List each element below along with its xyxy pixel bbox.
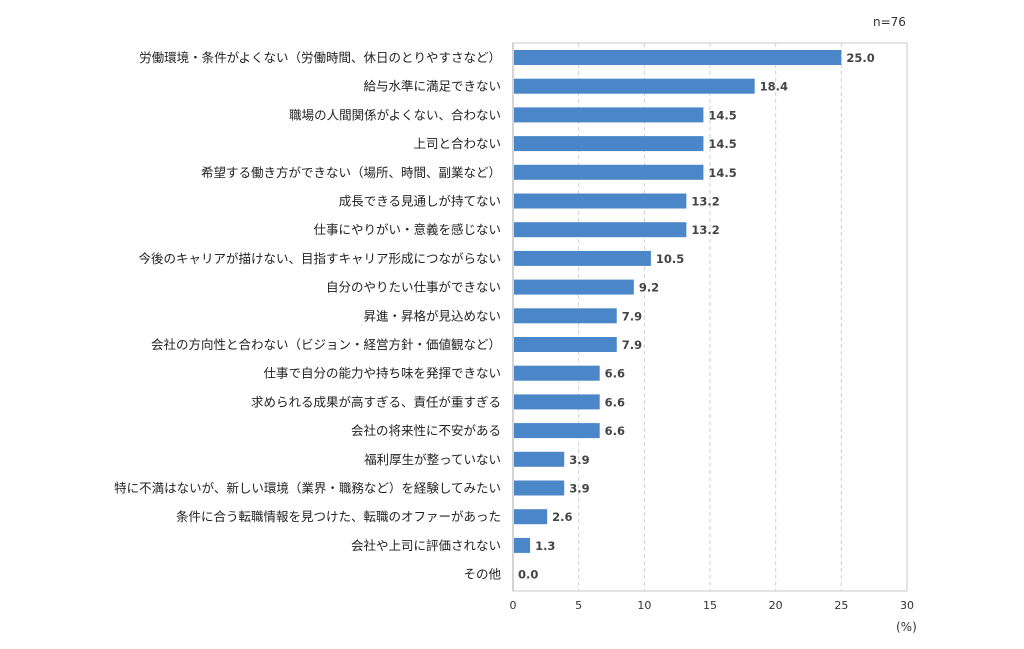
category-label-16: 条件に合う転職情報を見つけた、転職のオファーがあった bbox=[176, 509, 501, 524]
category-label-10: 会社の方向性と合わない（ビジョン・経営方針・価値観など） bbox=[151, 337, 501, 352]
x-tick-label-0: 0 bbox=[510, 599, 517, 612]
category-label-9: 昇進・昇格が見込めない bbox=[363, 308, 501, 323]
value-label-8: 9.2 bbox=[639, 281, 659, 295]
bar-12 bbox=[514, 394, 600, 410]
value-label-2: 14.5 bbox=[708, 108, 736, 122]
value-label-14: 3.9 bbox=[569, 453, 589, 467]
sample-size-note: n=76 bbox=[873, 15, 906, 29]
bar-9 bbox=[514, 308, 617, 324]
category-label-12: 求められる成果が高すぎる、責任が重すぎる bbox=[251, 394, 501, 409]
x-tick-label-20: 20 bbox=[769, 599, 783, 612]
x-tick-label-15: 15 bbox=[703, 599, 717, 612]
value-label-11: 6.6 bbox=[605, 367, 625, 381]
bar-4 bbox=[514, 164, 704, 180]
value-label-12: 6.6 bbox=[605, 395, 625, 409]
value-label-7: 10.5 bbox=[656, 252, 684, 266]
category-label-0: 労働環境・条件がよくない（労働時間、休日のとりやすさなど） bbox=[139, 50, 501, 65]
bar-11 bbox=[514, 365, 600, 381]
category-label-15: 特に不満はないが、新しい環境（業界・職務など）を経験してみたい bbox=[114, 481, 501, 496]
x-tick-label-10: 10 bbox=[637, 599, 651, 612]
category-label-11: 仕事で自分の能力や持ち味を発揮できない bbox=[263, 366, 501, 381]
category-label-18: その他 bbox=[463, 567, 501, 582]
category-label-6: 仕事にやりがい・意義を感じない bbox=[313, 222, 501, 237]
bar-10 bbox=[514, 337, 617, 352]
value-label-15: 3.9 bbox=[569, 482, 589, 496]
value-label-0: 25.0 bbox=[846, 51, 874, 65]
bar-8 bbox=[514, 279, 634, 295]
bar-14 bbox=[514, 451, 565, 467]
x-tick-label-5: 5 bbox=[575, 599, 582, 612]
category-label-7: 今後のキャリアが描けない、目指すキャリア形成につながらない bbox=[138, 251, 501, 266]
value-label-1: 18.4 bbox=[760, 80, 788, 94]
value-label-10: 7.9 bbox=[622, 338, 642, 352]
bar-13 bbox=[514, 423, 600, 439]
category-label-8: 自分のやりたい仕事ができない bbox=[326, 280, 501, 295]
bar-7 bbox=[514, 250, 651, 266]
category-label-5: 成長できる見通しが持てない bbox=[339, 194, 501, 209]
bar-0 bbox=[514, 50, 842, 65]
bar-15 bbox=[514, 480, 565, 496]
category-label-4: 希望する働き方ができない（場所、時間、副業など） bbox=[201, 165, 501, 180]
axis-unit-label: (%) bbox=[896, 620, 917, 634]
value-label-9: 7.9 bbox=[622, 309, 642, 323]
category-label-13: 会社の将来性に不安がある bbox=[351, 423, 501, 438]
category-label-14: 福利厚生が整っていない bbox=[364, 452, 501, 467]
bar-17 bbox=[514, 537, 531, 553]
bar-3 bbox=[514, 136, 704, 152]
bar-6 bbox=[514, 222, 687, 238]
bar-2 bbox=[514, 107, 704, 123]
category-label-1: 給与水準に満足できない bbox=[363, 79, 501, 94]
value-label-13: 6.6 bbox=[605, 424, 625, 438]
x-tick-label-25: 25 bbox=[834, 599, 848, 612]
value-label-3: 14.5 bbox=[708, 137, 736, 151]
value-label-18: 0.0 bbox=[518, 568, 538, 582]
category-label-2: 職場の人間関係がよくない、合わない bbox=[289, 107, 501, 122]
value-label-16: 2.6 bbox=[552, 510, 572, 524]
x-tick-label-30: 30 bbox=[900, 599, 914, 612]
value-label-5: 13.2 bbox=[691, 195, 719, 209]
value-label-6: 13.2 bbox=[691, 223, 719, 237]
category-label-17: 会社や上司に評価されない bbox=[351, 538, 501, 553]
bar-16 bbox=[514, 509, 548, 525]
bar-1 bbox=[514, 78, 755, 94]
value-label-17: 1.3 bbox=[535, 539, 555, 553]
bar-5 bbox=[514, 193, 687, 209]
category-label-3: 上司と合わない bbox=[413, 136, 501, 151]
value-label-4: 14.5 bbox=[708, 166, 736, 180]
